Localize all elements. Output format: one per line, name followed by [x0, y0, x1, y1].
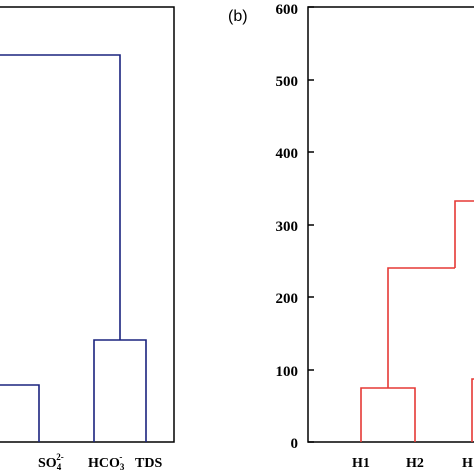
- panel-a-link-hco3-tds: [93, 339, 147, 442]
- panel-a-link-left-cluster: [0, 384, 40, 442]
- y-tick-label-0: 0: [291, 436, 299, 452]
- leaf-label-h1: H1: [352, 456, 370, 471]
- panel-b-frame: [307, 6, 474, 443]
- y-tick-label-600: 600: [276, 2, 299, 18]
- y-tick-label-200: 200: [276, 291, 299, 307]
- panel-b-y-axis: 0 100 200 300 400 500 600: [276, 2, 314, 452]
- leaf-label-h3: H: [462, 456, 473, 471]
- panel-a-frame: [0, 6, 175, 443]
- panel-b-link-h1-h2: [360, 387, 416, 442]
- leaf-label-so4: SO42-: [38, 452, 64, 472]
- leaf-label-hco3: HCO3-: [88, 452, 125, 472]
- y-tick-marks: [308, 6, 314, 443]
- panel-a: SO42- HCO3- TDS: [0, 6, 175, 472]
- panel-b: (b) 0 100 200 300 400 500 600: [228, 2, 474, 471]
- y-tick-label-400: 400: [276, 146, 299, 162]
- y-tick-label-500: 500: [276, 74, 299, 90]
- leaf-label-tds: TDS: [135, 456, 162, 471]
- panel-b-label: (b): [228, 8, 248, 25]
- panel-a-link-top: [0, 54, 121, 340]
- y-tick-label-300: 300: [276, 219, 299, 235]
- y-tick-label-100: 100: [276, 364, 299, 380]
- panel-b-links: [360, 200, 474, 442]
- panel-b-link-top: [454, 200, 474, 268]
- panel-b-link-mid: [387, 267, 455, 388]
- panel-a-links: [0, 54, 147, 442]
- panel-b-link-right-small: [471, 378, 474, 442]
- leaf-label-h2: H2: [406, 456, 424, 471]
